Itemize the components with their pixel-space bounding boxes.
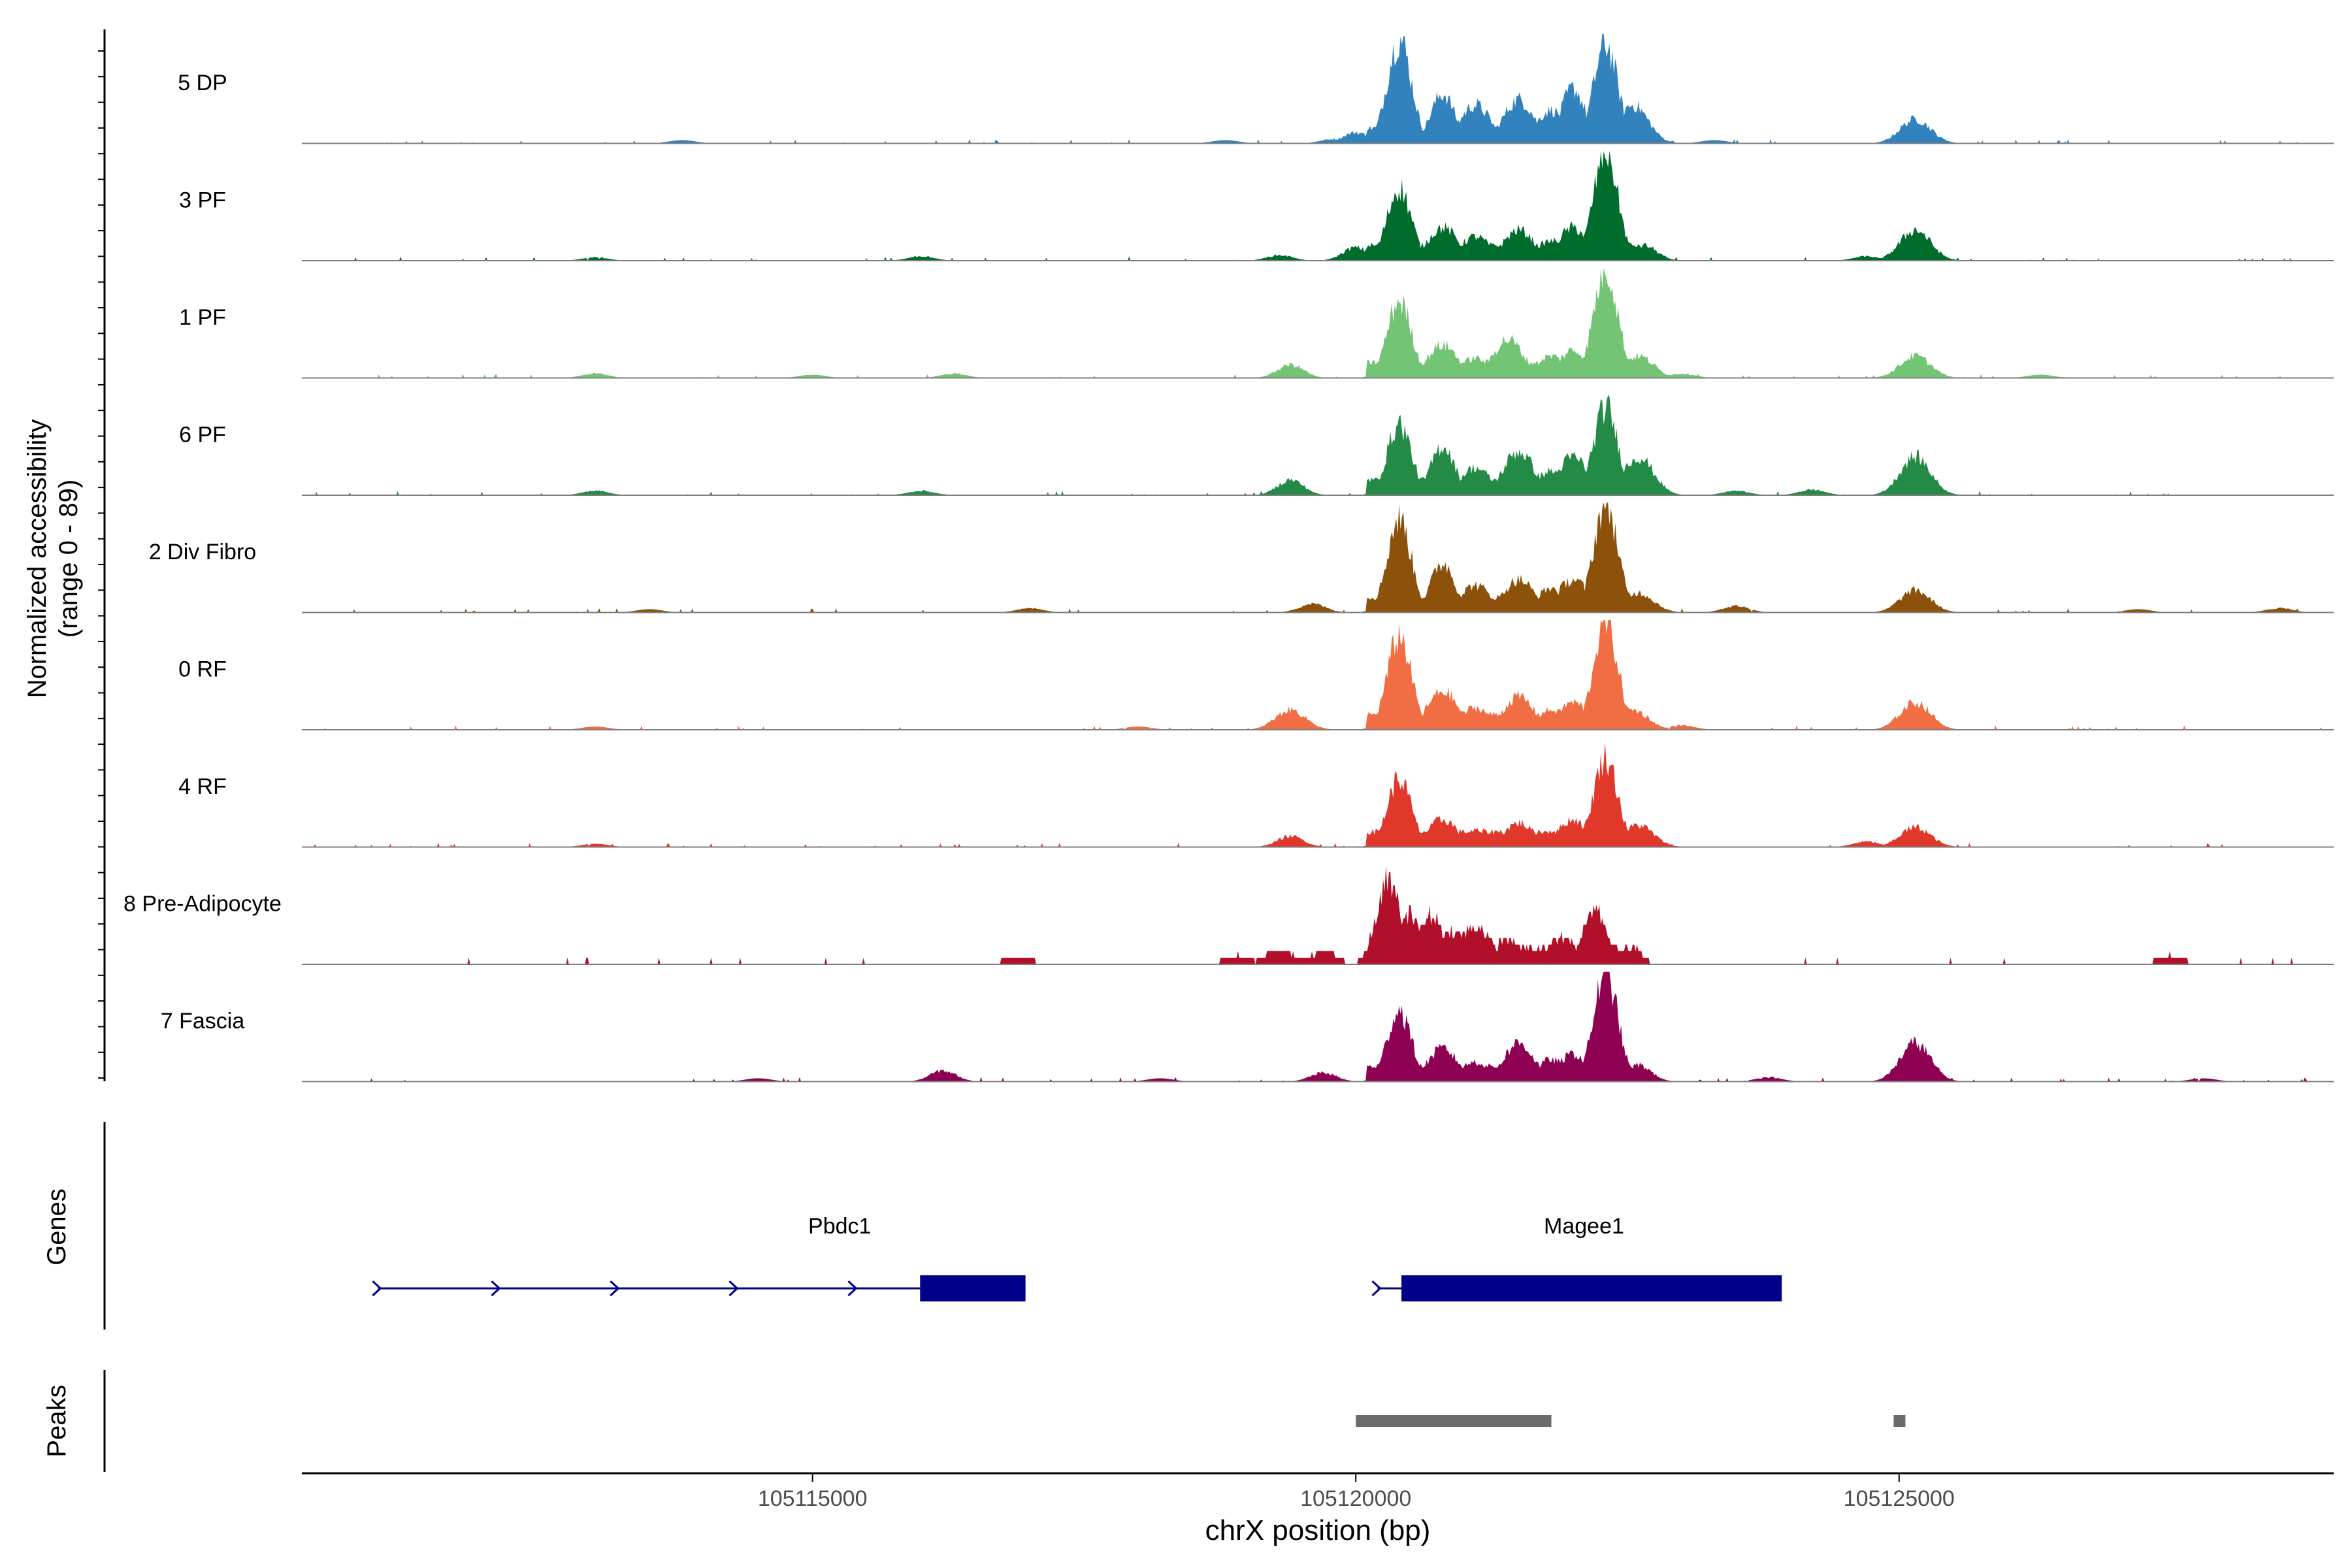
track-label: 7 Fascia — [161, 1009, 245, 1034]
x-tick-label: 105115000 — [758, 1486, 868, 1511]
coverage-area — [302, 395, 2334, 495]
x-tick-label: 105120000 — [1300, 1486, 1411, 1511]
track-8-pre-adipocyte: 8 Pre-Adipocyte — [123, 865, 2334, 965]
strand-arrow — [847, 1280, 858, 1297]
track-label: 5 DP — [178, 71, 227, 95]
coverage-area — [302, 268, 2334, 378]
gene-magee1: Magee1 — [1371, 1214, 1782, 1301]
y-axis — [98, 29, 106, 1081]
gene-exon — [1401, 1275, 1782, 1301]
track-label: 6 PF — [179, 423, 226, 448]
strand-arrow — [491, 1280, 501, 1297]
track-label: 8 Pre-Adipocyte — [123, 892, 282, 917]
coverage-area — [302, 742, 2334, 847]
x-axis-ticks: 105115000 105120000 105125000 — [758, 1473, 1955, 1511]
peak-region — [1356, 1415, 1552, 1427]
peaks-track-title: Peaks — [42, 1384, 71, 1457]
y-axis-title: Normalized accessibility — [23, 419, 52, 698]
track-3-pf: 3 PF — [179, 151, 2334, 261]
x-axis-title: chrX position (bp) — [1205, 1514, 1431, 1546]
y-axis-subtitle: (range 0 - 89) — [54, 480, 83, 638]
gene-annotations: Pbdc1 Magee1 — [372, 1214, 1782, 1301]
x-tick-label: 105125000 — [1844, 1486, 1955, 1511]
strand-arrow — [372, 1280, 382, 1297]
gene-name-label: Pbdc1 — [808, 1214, 871, 1239]
track-label: 0 RF — [178, 657, 227, 682]
track-label: 2 Div Fibro — [149, 540, 256, 564]
track-label: 1 PF — [179, 305, 226, 330]
track-5-dp: 5 DP — [178, 33, 2334, 144]
coverage-area — [302, 865, 2334, 964]
peak-region — [1893, 1415, 1906, 1427]
track-4-rf: 4 RF — [178, 742, 2334, 848]
coverage-area — [302, 972, 2334, 1082]
track-7-fascia: 7 Fascia — [161, 972, 2334, 1083]
strand-arrow — [728, 1280, 739, 1297]
gene-pbdc1: Pbdc1 — [372, 1214, 1026, 1301]
peak-annotations — [1356, 1415, 1906, 1427]
genes-track-title: Genes — [42, 1188, 71, 1266]
gene-exon — [920, 1275, 1026, 1301]
coverage-area — [302, 502, 2334, 613]
strand-arrow — [1371, 1280, 1382, 1297]
strand-arrow — [610, 1280, 620, 1297]
track-2-div-fibro: 2 Div Fibro — [149, 502, 2334, 613]
gene-name-label: Magee1 — [1544, 1214, 1624, 1239]
coverage-area — [302, 151, 2334, 261]
track-1-pf: 1 PF — [179, 268, 2334, 379]
coverage-area — [302, 33, 2334, 144]
track-0-rf: 0 RF — [178, 620, 2334, 730]
track-label: 4 RF — [178, 774, 227, 799]
track-6-pf: 6 PF — [179, 395, 2334, 496]
track-label: 3 PF — [179, 188, 226, 213]
coverage-area — [302, 620, 2334, 730]
coverage-tracks: 5 DP 3 PF 1 PF 6 PF 2 Div Fibro 0 RF 4 RF 8 Pre… — [123, 33, 2334, 1083]
